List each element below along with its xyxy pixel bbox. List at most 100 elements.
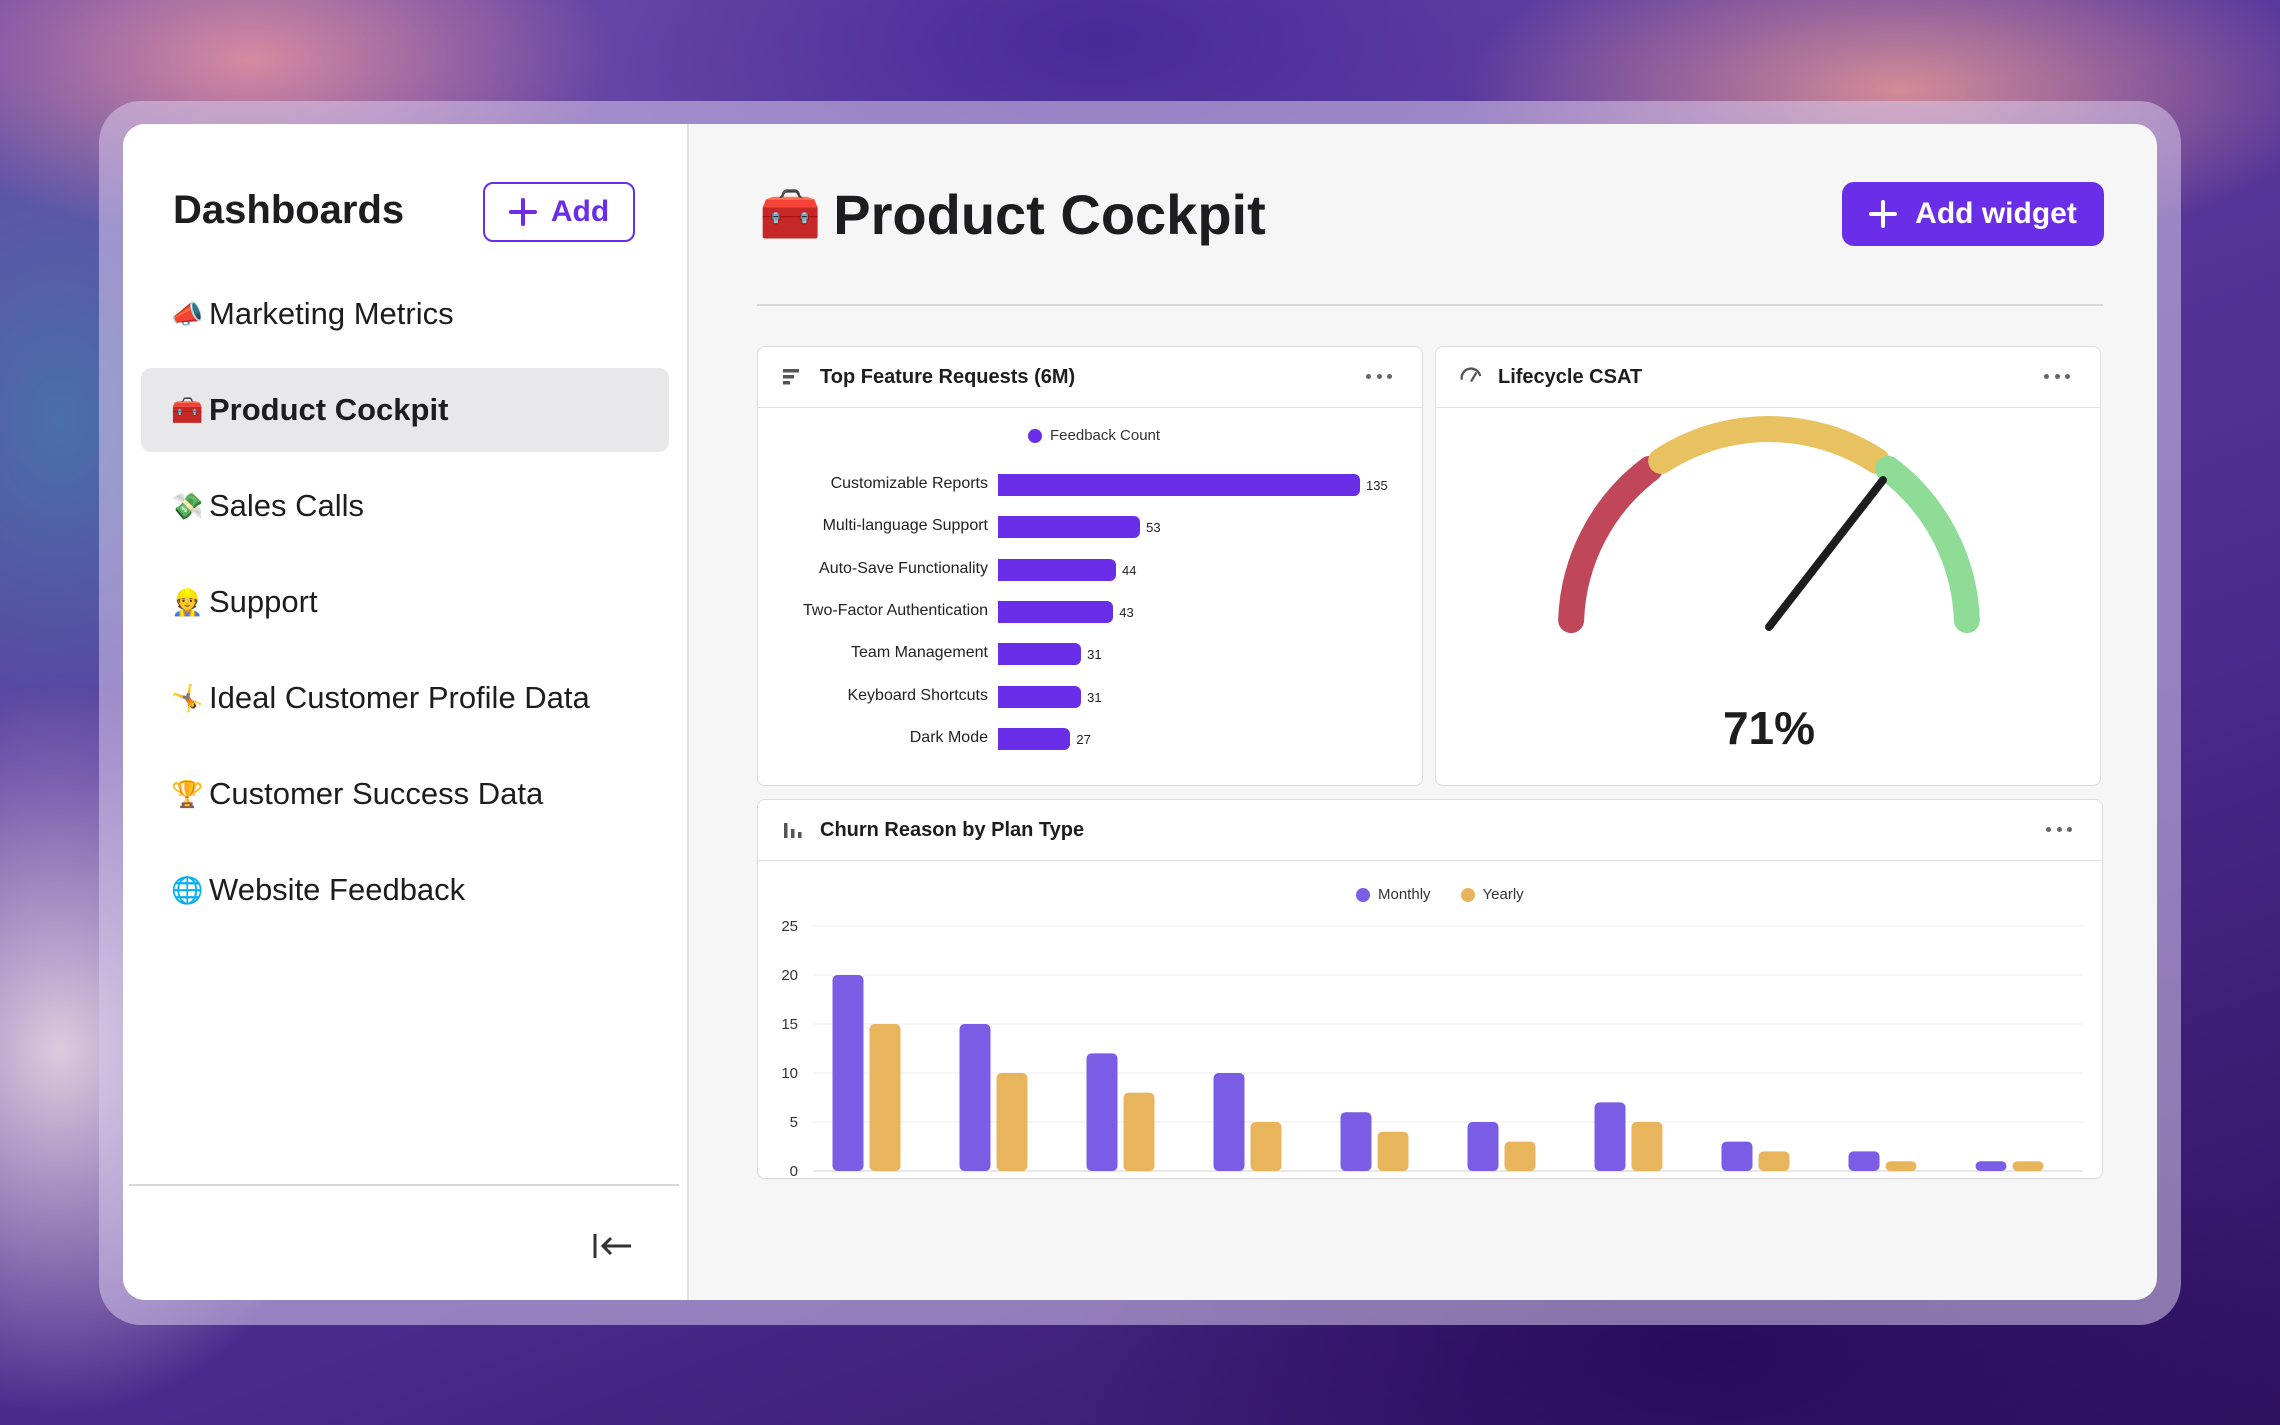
bar[interactable]: [998, 685, 1082, 708]
y-tick-label: 25: [781, 918, 798, 935]
app-window: Dashboards Add 📣 Marketing Metrics 🧰 Produc…: [123, 124, 2157, 1300]
bar-value-label: 43: [1119, 604, 1134, 620]
bar-value-label: 31: [1087, 689, 1102, 705]
bar[interactable]: [998, 643, 1082, 666]
legend-swatch: [1028, 428, 1042, 443]
sidebar-divider: [129, 1184, 679, 1186]
add-widget-label: Add widget: [1915, 197, 2077, 230]
sidebar-item-emoji-icon: 📣: [171, 298, 204, 329]
sidebar-item-label: Sales Calls: [209, 488, 365, 523]
churn-chart: 0510152025PricingFeaturesSupportCompetit…: [781, 918, 2083, 1180]
add-dashboard-button[interactable]: Add: [483, 182, 635, 242]
sidebar-item-customer-success-data[interactable]: 🏆 Customer Success Data: [141, 752, 669, 836]
gauge-segment-yellow: [1648, 416, 1890, 474]
bar-value-label: 53: [1146, 520, 1161, 536]
bar-value-label: 135: [1366, 478, 1388, 493]
bar-category-label: Dark Mode: [909, 728, 988, 746]
y-tick-label: 0: [790, 1163, 798, 1180]
y-tick-label: 15: [781, 1016, 798, 1033]
bar-yearly[interactable]: [869, 1024, 901, 1171]
collapse-left-icon-svg: [593, 1234, 631, 1258]
bar-monthly[interactable]: [1594, 1102, 1626, 1171]
dashboard-list: 📣 Marketing Metrics 🧰 Product Cockpit 💸 Sales…: [141, 272, 669, 944]
bar-value-label: 27: [1076, 731, 1091, 747]
sidebar-item-emoji-icon: 💸: [171, 490, 204, 521]
bar-category-label: Keyboard Shortcuts: [847, 686, 988, 704]
legend-label-yearly: Yearly: [1482, 886, 1524, 903]
bar-value-label: 44: [1121, 562, 1137, 578]
bar-chart-icon: [784, 823, 802, 838]
churn-widget: Churn Reason by Plan Type Monthly Yearly…: [757, 799, 2103, 1180]
widget-title: Top Feature Requests (6M): [820, 365, 1076, 388]
sidebar-title: Dashboards: [173, 188, 405, 232]
gauge-icon: [1460, 367, 1482, 383]
bar-monthly[interactable]: [1848, 1151, 1880, 1171]
sidebar-item-ideal-customer-profile-data[interactable]: 🤸 Ideal Customer Profile Data: [141, 656, 669, 740]
widget-title: Lifecycle CSAT: [1498, 365, 1643, 388]
sidebar-item-label: Customer Success Data: [209, 776, 544, 811]
legend-swatch-monthly: [1356, 887, 1370, 902]
csat-widget: Lifecycle CSAT 71%: [1435, 346, 2101, 786]
bar-yearly[interactable]: [1758, 1151, 1790, 1171]
widget-header: Lifecycle CSAT: [1436, 347, 2100, 408]
bar-category-label: Multi-language Support: [822, 517, 988, 535]
bar-monthly[interactable]: [1467, 1122, 1499, 1171]
bar-monthly[interactable]: [1340, 1112, 1372, 1171]
y-tick-label: 20: [781, 967, 798, 984]
add-widget-button[interactable]: Add widget: [1842, 182, 2104, 246]
bar-monthly[interactable]: [1213, 1073, 1245, 1171]
sidebar-item-sales-calls[interactable]: 💸 Sales Calls: [141, 464, 669, 548]
bar-yearly[interactable]: [1123, 1092, 1155, 1171]
bar-yearly[interactable]: [1885, 1161, 1917, 1171]
widget-header: Top Feature Requests (6M): [758, 347, 1422, 408]
plus-icon: [1869, 200, 1898, 228]
more-options-icon[interactable]: [2046, 820, 2072, 838]
gauge-segment-green: [1875, 455, 1980, 634]
bar-monthly[interactable]: [959, 1024, 991, 1171]
add-dashboard-label: Add: [550, 195, 610, 228]
sidebar-item-emoji-icon: 👷: [171, 586, 204, 617]
main-content: 🧰 Product Cockpit Add widget Top Feature…: [689, 124, 2157, 1300]
plus-icon: [508, 198, 537, 226]
bar-monthly[interactable]: [1721, 1141, 1753, 1171]
sidebar-item-label: Marketing Metrics: [209, 296, 454, 331]
sidebar-item-marketing-metrics[interactable]: 📣 Marketing Metrics: [141, 272, 669, 356]
gauge-segment-red: [1558, 455, 1663, 634]
bar-monthly[interactable]: [832, 975, 864, 1171]
bar-yearly[interactable]: [1250, 1122, 1282, 1171]
bar-category-label: Two-Factor Authentication: [803, 601, 988, 619]
bar[interactable]: [998, 727, 1071, 750]
bar[interactable]: [998, 600, 1114, 623]
sidebar-item-label: Product Cockpit: [209, 392, 449, 427]
bar-yearly[interactable]: [2012, 1161, 2044, 1171]
bar[interactable]: [998, 558, 1116, 581]
bar[interactable]: [998, 516, 1141, 539]
bar-yearly[interactable]: [1504, 1141, 1536, 1171]
bar-yearly[interactable]: [1377, 1131, 1409, 1171]
sidebar-item-label: Support: [209, 584, 318, 619]
collapse-left-icon[interactable]: [591, 1226, 635, 1266]
chart-legend: Monthly Yearly: [1356, 886, 1524, 903]
sidebar-item-emoji-icon: 🧰: [171, 394, 204, 425]
legend-swatch-yearly: [1460, 887, 1475, 902]
chart-legend: Feedback Count: [1028, 427, 1160, 444]
csat-gauge: [1558, 416, 1980, 634]
header-divider: [757, 304, 2103, 306]
sidebar-item-label: Ideal Customer Profile Data: [209, 680, 590, 715]
sidebar-item-support[interactable]: 👷 Support: [141, 560, 669, 644]
sidebar-item-emoji-icon: 🌐: [171, 874, 204, 905]
bar[interactable]: [998, 474, 1360, 496]
legend-label: Feedback Count: [1050, 427, 1161, 444]
bar-yearly[interactable]: [1631, 1122, 1663, 1171]
gauge-value: 71%: [1722, 702, 1816, 754]
bar-monthly[interactable]: [1086, 1053, 1118, 1171]
sidebar-item-website-feedback[interactable]: 🌐 Website Feedback: [141, 848, 669, 932]
more-options-icon[interactable]: [2044, 367, 2070, 385]
more-options-icon[interactable]: [1366, 367, 1392, 385]
bar-yearly[interactable]: [996, 1073, 1028, 1171]
page-title: 🧰 Product Cockpit: [759, 182, 1266, 247]
sidebar-item-product-cockpit[interactable]: 🧰 Product Cockpit: [141, 368, 669, 452]
sidebar: Dashboards Add 📣 Marketing Metrics 🧰 Produc…: [123, 124, 689, 1300]
bar-monthly[interactable]: [1975, 1161, 2007, 1171]
feature-requests-widget: Top Feature Requests (6M) Feedback Count…: [757, 346, 1423, 786]
